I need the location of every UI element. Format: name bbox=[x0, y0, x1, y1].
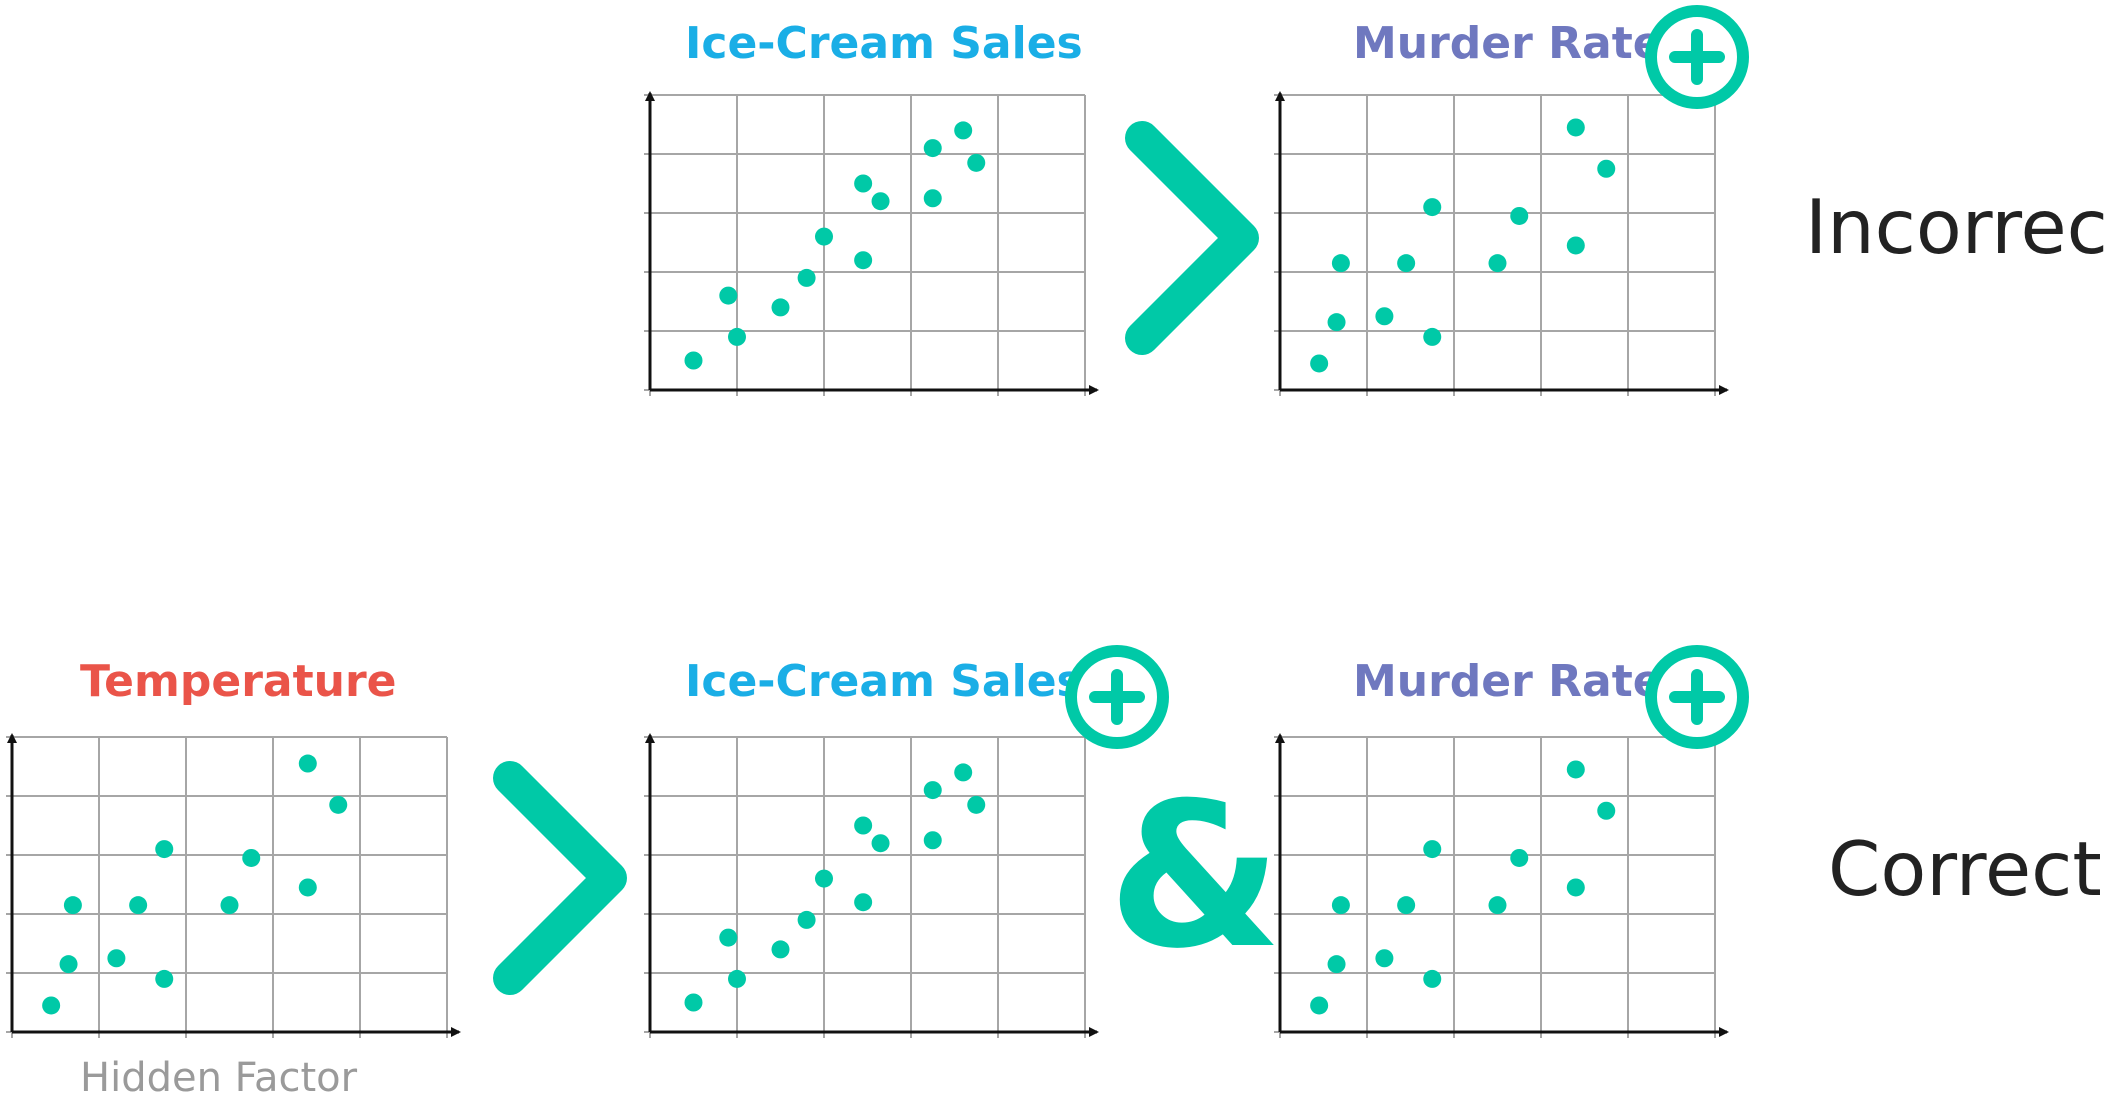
ice-cream-2-scatter-plot bbox=[644, 733, 1099, 1038]
data-point bbox=[1510, 848, 1529, 867]
data-point bbox=[1566, 760, 1585, 779]
data-point bbox=[1423, 969, 1442, 988]
data-point bbox=[719, 286, 738, 305]
data-point bbox=[1566, 236, 1585, 255]
plus-circle-icon-3 bbox=[1645, 645, 1749, 749]
data-point bbox=[1597, 159, 1616, 178]
data-point bbox=[155, 840, 174, 859]
data-point bbox=[107, 949, 126, 968]
data-point bbox=[1397, 254, 1416, 273]
data-point bbox=[63, 896, 82, 915]
data-point bbox=[1597, 801, 1616, 820]
data-point bbox=[854, 251, 873, 270]
data-point bbox=[59, 955, 78, 974]
temperature-label: Temperature bbox=[80, 656, 397, 707]
data-point bbox=[1488, 254, 1507, 273]
data-point bbox=[797, 910, 816, 929]
data-point bbox=[954, 763, 973, 782]
data-point bbox=[242, 848, 261, 867]
murder-rate-label: Murder Rate bbox=[1353, 18, 1663, 69]
data-point bbox=[684, 993, 703, 1012]
data-point bbox=[967, 153, 986, 172]
temperature-scatter-plot bbox=[6, 733, 461, 1038]
plus-circle-icon bbox=[1645, 5, 1749, 109]
data-point bbox=[1488, 896, 1507, 915]
data-point bbox=[871, 834, 890, 853]
data-point bbox=[684, 351, 703, 370]
murder-rate-label-2: Murder Rate bbox=[1353, 656, 1663, 707]
data-point bbox=[1423, 198, 1442, 217]
ice-cream-sales-label-2: Ice-Cream Sales bbox=[685, 656, 1083, 707]
data-point bbox=[1423, 840, 1442, 859]
data-point bbox=[797, 268, 816, 287]
data-point bbox=[967, 795, 986, 814]
murder-rate-2-scatter-plot bbox=[1274, 733, 1729, 1038]
data-point bbox=[1566, 878, 1585, 897]
data-point bbox=[923, 189, 942, 208]
data-point bbox=[871, 192, 890, 211]
data-point bbox=[923, 139, 942, 158]
data-point bbox=[1327, 955, 1346, 974]
data-point bbox=[1310, 354, 1329, 373]
ice-cream-scatter-plot bbox=[644, 91, 1099, 396]
data-point bbox=[728, 969, 746, 988]
data-point bbox=[1510, 206, 1529, 225]
data-point bbox=[728, 327, 746, 346]
ampersand-icon: & bbox=[1108, 760, 1282, 993]
data-point bbox=[1423, 327, 1442, 346]
murder-rate-scatter-plot bbox=[1274, 91, 1729, 396]
data-point bbox=[329, 795, 348, 814]
data-point bbox=[854, 893, 873, 912]
data-point bbox=[954, 121, 973, 140]
data-point bbox=[771, 940, 790, 959]
data-point bbox=[129, 896, 148, 915]
data-point bbox=[1375, 307, 1394, 326]
data-point bbox=[42, 996, 61, 1015]
data-point bbox=[220, 896, 239, 915]
hidden-factor-caption: Hidden Factor bbox=[80, 1055, 358, 1101]
data-point bbox=[923, 781, 942, 800]
data-point bbox=[854, 816, 873, 835]
data-point bbox=[1566, 118, 1585, 137]
data-point bbox=[1327, 313, 1346, 332]
data-point bbox=[815, 869, 833, 888]
chevron-right-icon bbox=[1125, 121, 1259, 355]
incorrect-label: Incorrect bbox=[1805, 183, 2109, 271]
data-point bbox=[298, 754, 317, 773]
plus-circle-icon-2 bbox=[1065, 645, 1169, 749]
data-point bbox=[1331, 896, 1350, 915]
data-point bbox=[155, 969, 174, 988]
data-point bbox=[854, 174, 873, 193]
data-point bbox=[1310, 996, 1329, 1015]
chevron-right-icon-2 bbox=[493, 761, 627, 995]
data-point bbox=[771, 298, 790, 317]
data-point bbox=[923, 831, 942, 850]
data-point bbox=[1331, 254, 1350, 273]
data-point bbox=[815, 227, 833, 246]
data-point bbox=[719, 928, 738, 947]
correct-label: Correct bbox=[1828, 825, 2102, 913]
data-point bbox=[1375, 949, 1394, 968]
ice-cream-sales-label: Ice-Cream Sales bbox=[685, 18, 1083, 69]
data-point bbox=[1397, 896, 1416, 915]
data-point bbox=[298, 878, 317, 897]
